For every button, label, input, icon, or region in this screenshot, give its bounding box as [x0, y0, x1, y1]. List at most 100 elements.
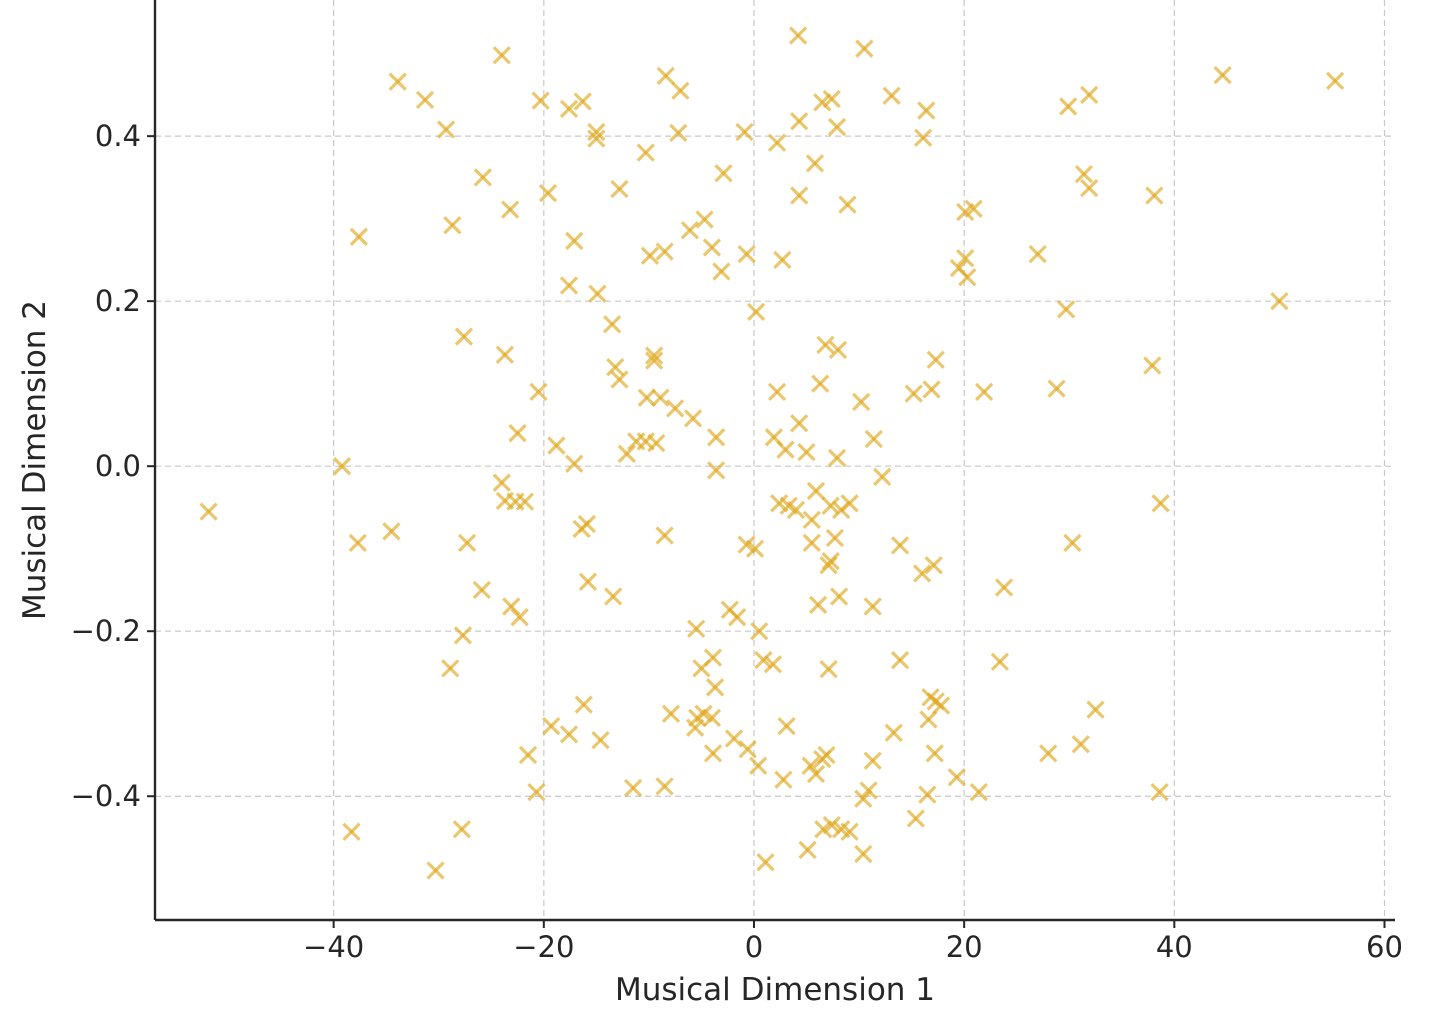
scatter-point [969, 782, 988, 802]
x-tick-label: 60 [1366, 930, 1403, 964]
scatter-point [931, 696, 951, 715]
scatter-point [797, 443, 816, 462]
scatter-point [914, 128, 933, 147]
scatter-point [774, 770, 793, 789]
scatter-point [840, 494, 859, 513]
scatter-point [565, 454, 584, 473]
scatter-point [806, 764, 826, 784]
scatter-point [655, 777, 674, 796]
y-tick-label: −0.2 [71, 614, 141, 648]
scatter-point [1145, 186, 1164, 205]
scatter-point [801, 756, 820, 775]
scatter-point [703, 744, 723, 763]
x-tick-label: 20 [946, 930, 983, 964]
scatter-point [1074, 164, 1094, 184]
scatter-point [527, 782, 546, 802]
scatter-point [828, 340, 848, 359]
scatter-point [822, 815, 841, 835]
scatter-point [441, 659, 460, 678]
scatter-point [714, 164, 733, 183]
scatter-point [904, 384, 923, 403]
grid-lines [155, 0, 1395, 920]
scatter-point [825, 528, 845, 548]
scatter-point [840, 822, 859, 841]
scatter-point [1039, 744, 1058, 763]
scatter-point [610, 370, 629, 389]
y-axis-label: Musical Dimension 2 [17, 300, 53, 620]
scatter-point [702, 708, 722, 727]
scatter-point [501, 200, 520, 219]
scatter-point [617, 444, 636, 463]
scatter-point [974, 382, 994, 402]
scatter-point [687, 619, 706, 638]
scatter-point [829, 587, 849, 606]
scatter-point [924, 556, 943, 575]
scatter-point [712, 262, 731, 281]
scatter-point [604, 587, 623, 606]
scatter-point [790, 414, 809, 433]
scatter-point [578, 572, 598, 591]
scatter-point [776, 440, 795, 459]
scatter-point [574, 695, 593, 714]
scatter-point [572, 519, 591, 539]
scatter-point [827, 117, 847, 137]
scatter-point [808, 595, 828, 614]
scatter-point [388, 72, 407, 91]
scatter-point [746, 302, 766, 322]
scatter-point [821, 496, 840, 515]
scatter-point [790, 112, 809, 131]
scatter-point [790, 186, 809, 205]
scatter-point [656, 66, 675, 86]
scatter-point [918, 785, 937, 804]
scatter-point [587, 129, 606, 148]
scatter-point [542, 716, 561, 736]
scatter-point [819, 660, 838, 679]
scatter-point [912, 564, 932, 583]
scatter-point [695, 210, 714, 229]
scatter-point [332, 457, 352, 476]
data-points [199, 26, 1345, 880]
scatter-point [705, 678, 725, 697]
scatter-point [680, 221, 700, 240]
scatter-point [671, 81, 690, 100]
scatter-point [473, 168, 492, 187]
scatter-point [655, 526, 674, 545]
scatter-point [1086, 700, 1105, 719]
scatter-point [453, 626, 473, 645]
scatter-point [922, 380, 941, 399]
y-tick-label: 0.0 [95, 449, 141, 483]
scatter-point [531, 91, 550, 110]
scatter-point [855, 39, 874, 58]
scatter-point [735, 122, 754, 142]
scatter-point [624, 778, 643, 798]
scatter-point [538, 183, 558, 203]
scatter-point [1063, 533, 1082, 553]
scatter-point [786, 500, 806, 520]
scatter-point [495, 345, 515, 364]
scatter-point [502, 597, 521, 616]
scatter-point [1047, 379, 1066, 398]
scatter-point [472, 580, 491, 600]
scatter-point [827, 448, 847, 468]
scatter-point [737, 245, 756, 264]
scatter-point [645, 346, 664, 365]
scatter-point [890, 536, 910, 555]
scatter-point [819, 556, 838, 575]
scatter-point [750, 622, 769, 641]
scatter-point [518, 745, 538, 765]
scatter-point [964, 199, 983, 218]
scatter-point [788, 26, 808, 45]
scatter-point [754, 650, 773, 670]
scatter-point [436, 120, 456, 139]
scatter-point [863, 751, 882, 770]
y-tick-label: −0.4 [71, 779, 141, 813]
scatter-point [492, 473, 511, 492]
scatter-point [348, 533, 367, 553]
scatter-point [763, 655, 783, 674]
scatter-point [859, 781, 878, 800]
scatter-point [1071, 735, 1090, 754]
scatter-point [1143, 356, 1162, 375]
scatter-point [852, 392, 871, 411]
scatter-point [637, 388, 656, 407]
